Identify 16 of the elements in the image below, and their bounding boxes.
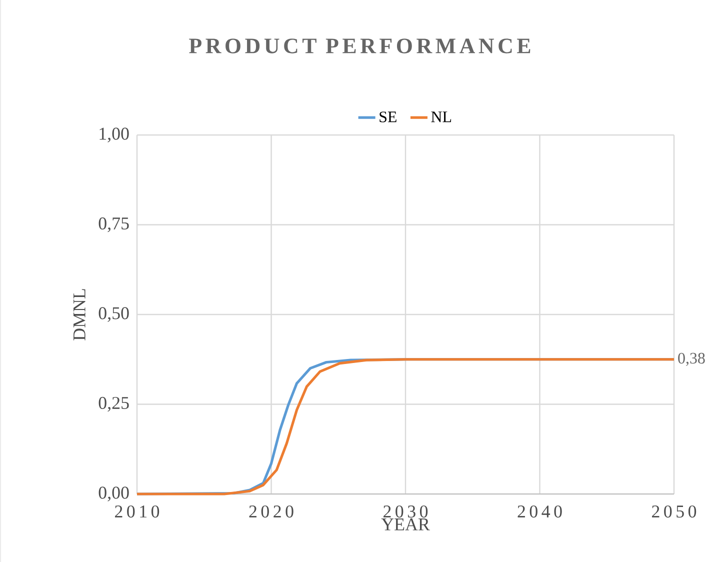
x-tick-label: 2 0 1 0 (115, 505, 160, 518)
y-tick-label: 1,00 (100, 128, 129, 142)
y-tick-label: 0,50 (98, 307, 129, 322)
y-tick-label: 0,25 (98, 396, 129, 412)
x-tick-label: 2 0 3 0 (384, 505, 428, 518)
legend-label: SE (380, 112, 396, 122)
y-tick-label: 0,75 (98, 217, 129, 232)
x-tick-label: 2 0 5 0 (652, 505, 696, 518)
chart-title: PRODUCT PERFORMANCE (189, 38, 530, 54)
x-tick-label: 2 0 2 0 (249, 505, 294, 518)
data-label: 0,38 (678, 352, 705, 366)
x-axis-title: YEAR (381, 518, 430, 530)
legend-label: NL (431, 112, 452, 122)
y-tick-label: 0,00 (98, 486, 129, 502)
x-tick-label: 2 0 4 0 (518, 505, 562, 518)
y-axis-title: DMNL (74, 289, 86, 340)
